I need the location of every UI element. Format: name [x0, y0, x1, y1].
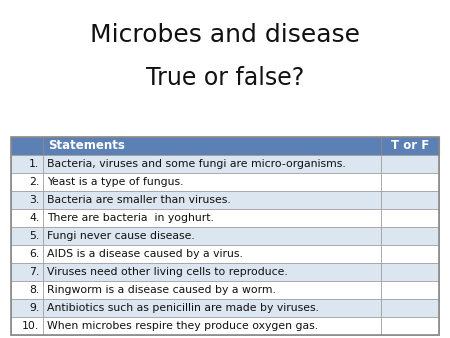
Text: Ringworm is a disease caused by a worm.: Ringworm is a disease caused by a worm.	[47, 285, 276, 295]
Bar	[11, 299, 43, 317]
Bar	[381, 191, 439, 209]
Bar	[11, 245, 43, 263]
Bar	[381, 227, 439, 245]
Bar	[381, 137, 439, 155]
Bar	[11, 191, 43, 209]
Bar	[381, 263, 439, 281]
Text: Bacteria, viruses and some fungi are micro-organisms.: Bacteria, viruses and some fungi are mic…	[47, 159, 346, 169]
Text: T or F: T or F	[391, 139, 429, 152]
Bar	[43, 191, 381, 209]
Bar	[43, 155, 381, 173]
Bar	[381, 209, 439, 227]
Bar	[43, 173, 381, 191]
Text: 2.: 2.	[29, 177, 40, 187]
Bar	[11, 281, 43, 299]
Bar	[381, 281, 439, 299]
Bar	[43, 209, 381, 227]
Bar	[381, 155, 439, 173]
Bar	[43, 317, 381, 335]
Bar	[381, 173, 439, 191]
Text: Statements: Statements	[48, 139, 125, 152]
Bar	[11, 317, 43, 335]
Text: 7.: 7.	[29, 267, 40, 277]
Bar	[381, 317, 439, 335]
Text: 10.: 10.	[22, 321, 40, 331]
Bar	[43, 263, 381, 281]
Bar	[11, 137, 439, 335]
Bar	[381, 245, 439, 263]
Text: 9.: 9.	[29, 303, 40, 313]
Text: Bacteria are smaller than viruses.: Bacteria are smaller than viruses.	[47, 195, 231, 205]
Text: 8.: 8.	[29, 285, 40, 295]
Text: 1.: 1.	[29, 159, 40, 169]
Text: Viruses need other living cells to reproduce.: Viruses need other living cells to repro…	[47, 267, 288, 277]
Text: Fungi never cause disease.: Fungi never cause disease.	[47, 231, 195, 241]
Bar	[43, 299, 381, 317]
Text: When microbes respire they produce oxygen gas.: When microbes respire they produce oxyge…	[47, 321, 319, 331]
Bar	[11, 173, 43, 191]
Bar	[43, 245, 381, 263]
Bar	[381, 299, 439, 317]
Bar	[11, 263, 43, 281]
Bar	[11, 227, 43, 245]
Bar	[43, 137, 381, 155]
Text: There are bacteria  in yoghurt.: There are bacteria in yoghurt.	[47, 213, 214, 223]
Text: 3.: 3.	[29, 195, 40, 205]
Text: Yeast is a type of fungus.: Yeast is a type of fungus.	[47, 177, 184, 187]
Text: 6.: 6.	[29, 249, 40, 259]
Text: Antibiotics such as penicillin are made by viruses.: Antibiotics such as penicillin are made …	[47, 303, 320, 313]
Bar	[11, 137, 43, 155]
Bar	[11, 155, 43, 173]
Text: Microbes and disease: Microbes and disease	[90, 23, 360, 48]
Bar	[43, 227, 381, 245]
Text: AIDS is a disease caused by a virus.: AIDS is a disease caused by a virus.	[47, 249, 243, 259]
Text: 5.: 5.	[29, 231, 40, 241]
Bar	[11, 209, 43, 227]
Text: 4.: 4.	[29, 213, 40, 223]
Bar	[43, 281, 381, 299]
Text: True or false?: True or false?	[146, 66, 304, 90]
